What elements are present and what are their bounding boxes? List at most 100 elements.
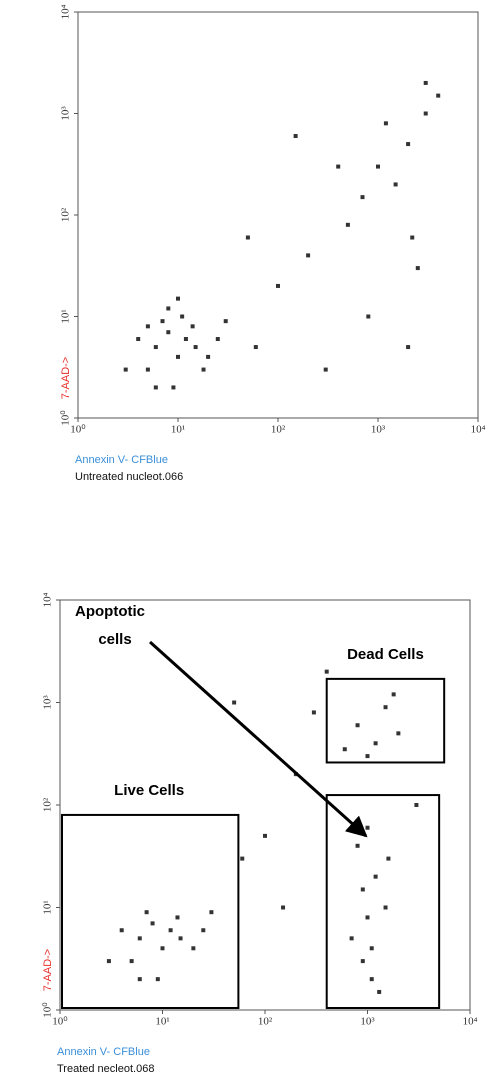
data-point — [160, 319, 165, 324]
data-point — [366, 314, 371, 319]
x-tick-label: 10³ — [360, 1016, 375, 1028]
data-point — [183, 337, 188, 342]
data-point — [129, 959, 134, 964]
x-axis-label: Annexin V- CFBlue — [57, 1046, 150, 1058]
data-point — [223, 319, 228, 324]
data-point — [406, 345, 411, 350]
y-tick-label: 10¹ — [60, 309, 72, 323]
y-tick-label: 10⁴ — [42, 592, 54, 607]
data-point — [406, 142, 411, 147]
data-point — [365, 754, 370, 759]
data-point — [360, 195, 365, 200]
data-point — [145, 367, 150, 372]
data-point — [155, 977, 160, 982]
x-tick-label: 10⁰ — [70, 424, 86, 436]
data-point — [245, 235, 250, 240]
data-point — [276, 283, 280, 288]
data-point — [166, 330, 171, 335]
y-tick-label: 10² — [60, 207, 72, 222]
x-tick-label: 10³ — [371, 424, 386, 436]
data-point — [171, 385, 176, 390]
data-point — [190, 324, 195, 329]
annotation: cells — [98, 631, 131, 648]
y-tick-label: 10³ — [60, 106, 72, 121]
data-point — [369, 946, 374, 951]
plot-frame — [77, 11, 479, 419]
x-tick-label: 10⁴ — [463, 1016, 478, 1028]
data-point — [168, 928, 173, 933]
x-tick-label: 10¹ — [155, 1016, 169, 1028]
data-point — [144, 910, 149, 915]
data-point — [396, 731, 401, 736]
annotation: Apoptotic — [75, 603, 145, 620]
data-point — [393, 182, 398, 187]
data-point — [369, 977, 374, 982]
data-point — [209, 910, 214, 915]
data-point — [201, 928, 206, 933]
data-point — [153, 385, 158, 390]
data-point — [360, 887, 365, 892]
data-point — [365, 825, 370, 830]
data-point — [150, 921, 155, 926]
gate-label: Dead Cells — [347, 646, 424, 663]
data-point — [383, 121, 388, 126]
x-axis-label: Annexin V- CFBlue — [75, 454, 168, 466]
y-axis-label: 7-AAD-> — [60, 357, 72, 400]
y-axis-label: 7-AAD-> — [42, 949, 54, 992]
y-tick-label: 10⁰ — [60, 410, 72, 426]
data-point — [383, 905, 388, 910]
data-point — [215, 337, 220, 342]
x-tick-label: 10⁴ — [471, 424, 486, 436]
gate — [61, 813, 240, 1010]
data-point — [176, 354, 180, 359]
data-point — [119, 928, 124, 933]
data-point — [240, 856, 245, 861]
data-point — [376, 164, 380, 169]
annotation-arrow — [148, 640, 368, 838]
y-tick-label: 10² — [42, 797, 54, 812]
data-point — [160, 946, 165, 951]
data-point — [414, 803, 419, 807]
data-point — [137, 977, 142, 982]
data-point — [175, 915, 180, 920]
data-point — [306, 253, 311, 258]
data-point — [355, 723, 360, 728]
y-tick-label: 10³ — [42, 695, 54, 710]
data-point — [153, 345, 158, 350]
data-point — [436, 93, 441, 98]
y-tick-label: 10¹ — [42, 900, 54, 914]
data-point — [137, 936, 142, 941]
data-point — [191, 946, 196, 951]
data-point — [166, 306, 171, 311]
data-point — [206, 354, 211, 359]
y-tick-label: 10⁰ — [42, 1002, 54, 1018]
data-point — [136, 337, 141, 342]
data-point — [345, 222, 350, 227]
data-point — [106, 959, 111, 964]
data-point — [253, 345, 258, 350]
gate — [325, 677, 446, 764]
data-point — [293, 772, 298, 777]
data-point — [391, 692, 396, 697]
gate-label: Live Cells — [114, 782, 184, 799]
data-point — [178, 936, 183, 941]
data-point — [193, 345, 198, 350]
data-point — [377, 989, 382, 994]
data-point — [373, 874, 378, 879]
data-point — [342, 747, 347, 752]
data-point — [232, 700, 237, 705]
data-point — [201, 367, 206, 372]
data-point — [336, 164, 341, 169]
data-point — [324, 669, 329, 674]
data-point — [373, 741, 378, 746]
x-tick-label: 10² — [258, 1016, 273, 1028]
data-point — [349, 936, 354, 941]
data-point — [423, 80, 428, 85]
data-point — [323, 367, 328, 372]
x-tick-label: 10² — [271, 424, 286, 436]
data-point — [281, 905, 286, 910]
caption: Treated necleot.068 — [57, 1063, 154, 1075]
data-point — [410, 235, 415, 240]
y-tick-label: 10⁴ — [60, 4, 72, 19]
